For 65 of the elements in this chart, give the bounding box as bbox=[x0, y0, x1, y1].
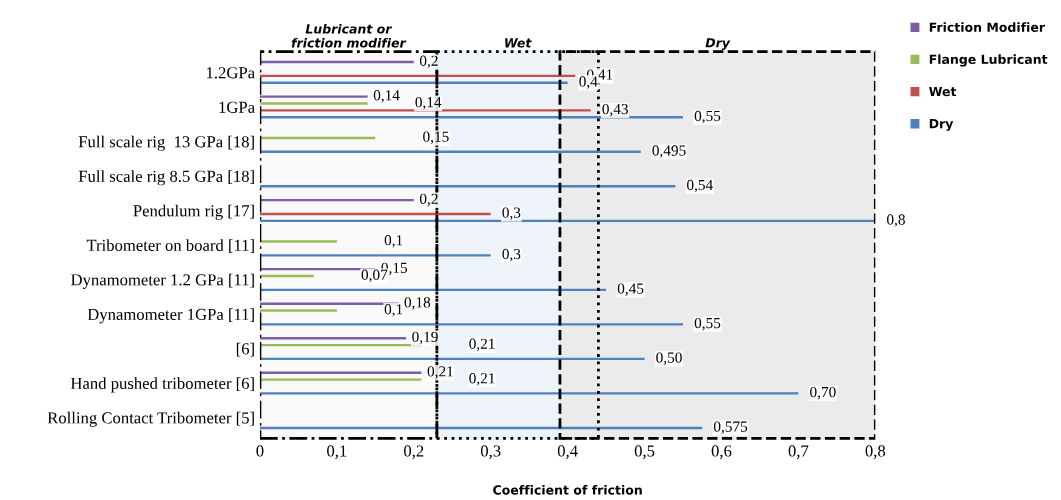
data-label: 0,2 bbox=[419, 193, 438, 207]
x-tick-label: 0,8 bbox=[865, 445, 886, 459]
x-tick-label: 0,6 bbox=[711, 445, 732, 459]
data-label: 0,19 bbox=[412, 331, 438, 345]
data-label: 0,21 bbox=[469, 338, 495, 352]
y-tick-label: Full scale rig 13 GPa [18] bbox=[78, 135, 254, 151]
y-tick-label: Rolling Contact Tribometer [5] bbox=[47, 411, 254, 427]
bar bbox=[259, 116, 684, 119]
legend-label: Wet bbox=[929, 86, 957, 97]
data-label: 0,45 bbox=[617, 283, 644, 296]
x-tick-label: 0,4 bbox=[557, 445, 578, 459]
x-axis-title: Coefficient of friction bbox=[493, 484, 642, 495]
data-label: 0,21 bbox=[427, 366, 453, 379]
data-label: 0,54 bbox=[687, 179, 713, 193]
y-tick-label: [6] bbox=[236, 342, 254, 357]
y-tick-label: Hand pushed tribometer [6] bbox=[70, 377, 254, 393]
bar bbox=[259, 109, 591, 112]
y-tick-label: Tribometer on board [11] bbox=[86, 239, 254, 254]
data-label: 0,3 bbox=[502, 207, 521, 220]
x-tick-label: 0,7 bbox=[788, 445, 809, 459]
x-tick-label: 0,2 bbox=[404, 445, 424, 459]
band-label: Wet bbox=[505, 38, 532, 48]
data-label: 0,14 bbox=[373, 90, 400, 103]
y-tick-label: Dynamometer 1.2 GPa [11] bbox=[71, 273, 254, 289]
x-tick-label: 0,1 bbox=[327, 445, 347, 459]
band-label: Lubricant or friction modifier bbox=[291, 23, 407, 48]
data-label: 0,55 bbox=[694, 317, 721, 331]
band-label: Dry bbox=[705, 38, 731, 50]
data-label: 0,3 bbox=[502, 248, 521, 262]
y-tick-label: Dynamometer 1GPa [11] bbox=[87, 308, 254, 324]
data-label: 0,1 bbox=[384, 304, 403, 317]
x-tick-label: 0,3 bbox=[480, 445, 501, 459]
y-tick-label: 1.2GPa bbox=[207, 67, 255, 79]
data-label: 0,2 bbox=[419, 55, 438, 69]
data-label: 0,14 bbox=[415, 97, 442, 110]
bar bbox=[259, 309, 337, 312]
legend-label: Flange Lubricant bbox=[929, 54, 1048, 67]
x-tick-label: 0 bbox=[256, 445, 264, 457]
bar bbox=[259, 323, 684, 326]
bar bbox=[259, 185, 676, 188]
data-label: 0,55 bbox=[694, 110, 721, 124]
data-label: 0,70 bbox=[810, 386, 836, 400]
y-tick-label: 1GPa bbox=[219, 101, 255, 113]
bar bbox=[259, 371, 422, 374]
data-label: 0,50 bbox=[656, 352, 682, 365]
y-tick-label: Full scale rig 8.5 GPa [18] bbox=[78, 170, 254, 186]
bar bbox=[259, 302, 399, 305]
bar bbox=[259, 102, 368, 105]
bar bbox=[259, 378, 422, 381]
data-label: 0,15 bbox=[423, 131, 449, 145]
bar bbox=[259, 95, 368, 98]
data-label: 0,8 bbox=[887, 214, 905, 227]
x-tick-label: 0,5 bbox=[634, 445, 655, 459]
bar bbox=[259, 392, 799, 395]
legend-label: Friction Modifier bbox=[929, 22, 1045, 32]
y-tick-label: Pendulum rig [17] bbox=[133, 204, 254, 220]
data-label: 0,21 bbox=[469, 373, 495, 386]
data-label: 0,18 bbox=[404, 297, 431, 310]
data-label: 0,575 bbox=[713, 421, 748, 434]
data-label: 0,1 bbox=[384, 235, 403, 248]
data-label: 0,495 bbox=[652, 145, 686, 158]
bar bbox=[259, 254, 491, 257]
legend-label: Dry bbox=[929, 119, 954, 131]
bar bbox=[259, 240, 337, 243]
data-label: 0,43 bbox=[602, 103, 628, 117]
